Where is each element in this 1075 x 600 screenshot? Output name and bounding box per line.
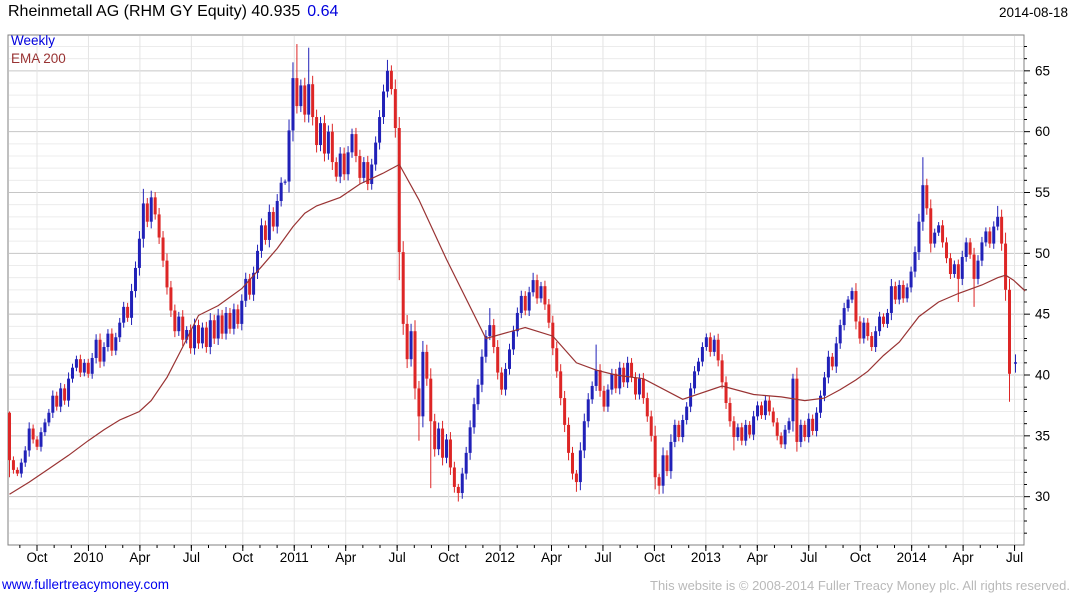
ema-line [9,163,1026,495]
x-tick-label: 2014 [897,550,928,565]
x-tick-label: Jul [1006,550,1023,565]
x-tick-label: Jul [183,550,200,565]
y-tick-label: 50 [1035,246,1050,261]
legend-weekly-label: Weekly [11,33,56,48]
x-tick-label: Jul [800,550,817,565]
copyright-text: This website is © 2008-2014 Fuller Treac… [650,578,1070,593]
x-tick-label: Apr [747,550,769,565]
x-tick-label: Apr [541,550,563,565]
y-tick-label: 40 [1035,368,1050,383]
y-tick-label: 65 [1035,63,1050,78]
last-price-marker [1014,354,1017,373]
x-tick-label: Oct [26,550,47,565]
x-tick-label: 2010 [73,550,103,565]
y-tick-label: 55 [1035,185,1050,200]
instrument-title: Rheinmetall AG (RHM GY Equity) 40.935 [8,3,301,20]
x-tick-label: 2013 [691,550,721,565]
y-tick-label: 35 [1035,428,1050,443]
x-tick-label: Jul [594,550,611,565]
gridlines [9,36,1023,544]
x-tick-label: 2011 [280,550,309,565]
ema-series [9,163,1026,495]
website-link[interactable]: www.fullertreacymoney.com [2,577,170,592]
change-value: 0.64 [307,3,339,20]
x-tick-label: Apr [129,550,151,565]
x-tick-label: Oct [644,550,665,565]
x-tick-label: Oct [438,550,459,565]
x-tick-label: Jul [389,550,406,565]
x-axis: Oct 2010 Apr Jul Oct 2011 Apr Jul Oct 2012 Apr Jul O… [19,545,1023,565]
legend-ema-label: EMA 200 [11,51,66,66]
page-title: Rheinmetall AG (RHM GY Equity) 40.935 0.6… [8,3,338,21]
x-tick-label: Apr [335,550,357,565]
x-tick-label: Apr [953,550,975,565]
y-axis: 30 35 40 45 50 55 60 65 [1024,45,1050,534]
y-tick-label: 45 [1035,307,1050,322]
x-tick-label: Oct [232,550,253,565]
y-tick-label: 30 [1035,489,1050,504]
x-tick-label: 2012 [485,550,515,565]
chart-date: 2014-08-18 [998,5,1068,20]
y-tick-label: 60 [1035,124,1050,139]
x-tick-label: Oct [850,550,871,565]
